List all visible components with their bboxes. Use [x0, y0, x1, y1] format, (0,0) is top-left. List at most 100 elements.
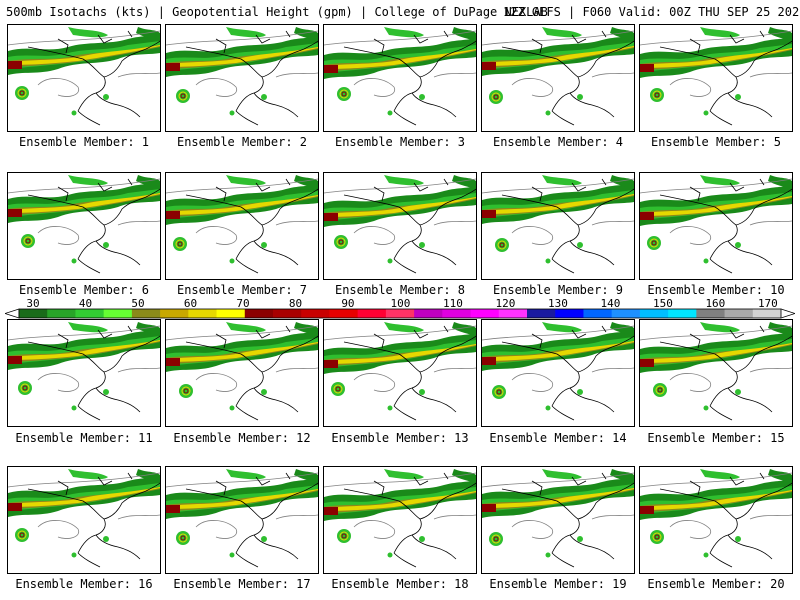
- colorbar-swatch: [75, 309, 105, 318]
- isotach-map: [482, 175, 634, 274]
- ensemble-panel-map: [323, 172, 477, 280]
- header-title: 500mb Isotachs (kts) | Geopotential Heig…: [6, 5, 548, 19]
- isotach-map: [640, 27, 792, 126]
- ensemble-panel-map: [165, 466, 319, 574]
- colorbar-swatch: [696, 309, 726, 318]
- colorbar-swatch: [470, 309, 500, 318]
- colorbar-swatch: [103, 309, 133, 318]
- isotach-map: [324, 322, 476, 421]
- ensemble-panel-map: [7, 466, 161, 574]
- colorbar-max-arrow: [780, 308, 797, 319]
- colorbar-swatch: [611, 309, 641, 318]
- isotach-map: [324, 175, 476, 274]
- header-valid-time: 12Z GEFS | F060 Valid: 00Z THU SEP 25 20…: [503, 5, 800, 19]
- ensemble-member-label: Ensemble Member: 6: [18, 283, 150, 297]
- ensemble-panel-map: [639, 319, 793, 427]
- colorbar-swatch: [244, 309, 274, 318]
- colorbar-tick-label: 120: [495, 298, 515, 310]
- ensemble-panel-map: [481, 466, 635, 574]
- isotach-map: [8, 175, 160, 274]
- colorbar-swatch: [188, 309, 218, 318]
- isotach-map: [324, 469, 476, 568]
- colorbar-tick-label: 130: [548, 298, 568, 310]
- ensemble-panel-map: [165, 172, 319, 280]
- colorbar-swatch: [47, 309, 76, 318]
- colorbar-swatch: [555, 309, 584, 318]
- ensemble-member-label: Ensemble Member: 5: [650, 135, 782, 149]
- isotach-map: [482, 322, 634, 421]
- ensemble-member-label: Ensemble Member: 4: [492, 135, 624, 149]
- colorbar-tick-label: 40: [79, 298, 92, 310]
- colorbar-tick-label: 30: [26, 298, 39, 310]
- colorbar-tick-label: 150: [653, 298, 673, 310]
- colorbar-min-arrow: [3, 308, 20, 319]
- colorbar-swatch: [668, 309, 697, 318]
- isotach-map: [8, 27, 160, 126]
- isotach-map: [482, 469, 634, 568]
- ensemble-member-label: Ensemble Member: 19: [489, 577, 627, 591]
- colorbar-swatch: [301, 309, 330, 318]
- colorbar-tick-label: 60: [184, 298, 197, 310]
- ensemble-member-label: Ensemble Member: 2: [176, 135, 308, 149]
- isotach-map: [640, 469, 792, 568]
- colorbar-tick-label: 170: [758, 298, 778, 310]
- ensemble-member-label: Ensemble Member: 18: [331, 577, 469, 591]
- colorbar-tick-label: 110: [443, 298, 463, 310]
- ensemble-member-label: Ensemble Member: 10: [647, 283, 785, 297]
- ensemble-member-label: Ensemble Member: 15: [647, 431, 785, 445]
- isotach-map: [166, 27, 318, 126]
- colorbar-swatch: [19, 309, 48, 318]
- colorbar-swatch: [357, 309, 387, 318]
- ensemble-panel-map: [639, 172, 793, 280]
- ensemble-member-label: Ensemble Member: 3: [334, 135, 466, 149]
- ensemble-panel-map: [7, 24, 161, 132]
- ensemble-member-label: Ensemble Member: 12: [173, 431, 311, 445]
- isotach-map: [166, 322, 318, 421]
- colorbar-swatch: [442, 309, 472, 318]
- ensemble-member-label: Ensemble Member: 17: [173, 577, 311, 591]
- ensemble-panel-map: [639, 466, 793, 574]
- ensemble-member-label: Ensemble Member: 11: [15, 431, 153, 445]
- isotach-map: [482, 27, 634, 126]
- isotach-map: [640, 322, 792, 421]
- colorbar-swatch: [724, 309, 754, 318]
- ensemble-panel-map: [7, 319, 161, 427]
- ensemble-panel-map: [481, 319, 635, 427]
- isotach-map: [8, 469, 160, 568]
- map-header: 500mb Isotachs (kts) | Geopotential Heig…: [0, 0, 800, 22]
- colorbar-swatch: [498, 309, 528, 318]
- ensemble-panel-map: [323, 319, 477, 427]
- ensemble-panel-map: [7, 172, 161, 280]
- colorbar-tick-label: 100: [391, 298, 411, 310]
- ensemble-member-label: Ensemble Member: 16: [15, 577, 153, 591]
- isotach-map: [166, 469, 318, 568]
- colorbar-swatch: [385, 309, 415, 318]
- colorbar-swatch: [329, 309, 359, 318]
- colorbar-tick-label: 160: [705, 298, 725, 310]
- colorbar-tick-label: 80: [289, 298, 302, 310]
- colorbar-swatch: [752, 309, 782, 318]
- colorbar-tick-label: 50: [131, 298, 144, 310]
- ensemble-member-label: Ensemble Member: 7: [176, 283, 308, 297]
- colorbar-swatch: [414, 309, 443, 318]
- ensemble-member-label: Ensemble Member: 8: [334, 283, 466, 297]
- colorbar-tick-label: 140: [600, 298, 620, 310]
- ensemble-panel-map: [481, 172, 635, 280]
- colorbar-swatch: [527, 309, 556, 318]
- ensemble-member-label: Ensemble Member: 14: [489, 431, 627, 445]
- colorbar-svg: 30 40 50 60 70 80 90 100 110 120 130 140 150 160 170: [3, 297, 797, 319]
- isotach-map: [166, 175, 318, 274]
- colorbar-swatch: [216, 309, 246, 318]
- isotach-map: [640, 175, 792, 274]
- isotach-map: [8, 322, 160, 421]
- colorbar-swatch: [639, 309, 669, 318]
- ensemble-panel-map: [639, 24, 793, 132]
- ensemble-member-label: Ensemble Member: 1: [18, 135, 150, 149]
- colorbar-tick-label: 70: [236, 298, 249, 310]
- isotach-colorbar: 30 40 50 60 70 80 90 100 110 120 130 140 150 160 170: [3, 297, 797, 320]
- ensemble-panel-map: [165, 319, 319, 427]
- ensemble-panel-map: [323, 466, 477, 574]
- colorbar-swatch: [160, 309, 189, 318]
- colorbar-tick-label: 90: [341, 298, 354, 310]
- colorbar-swatch: [583, 309, 613, 318]
